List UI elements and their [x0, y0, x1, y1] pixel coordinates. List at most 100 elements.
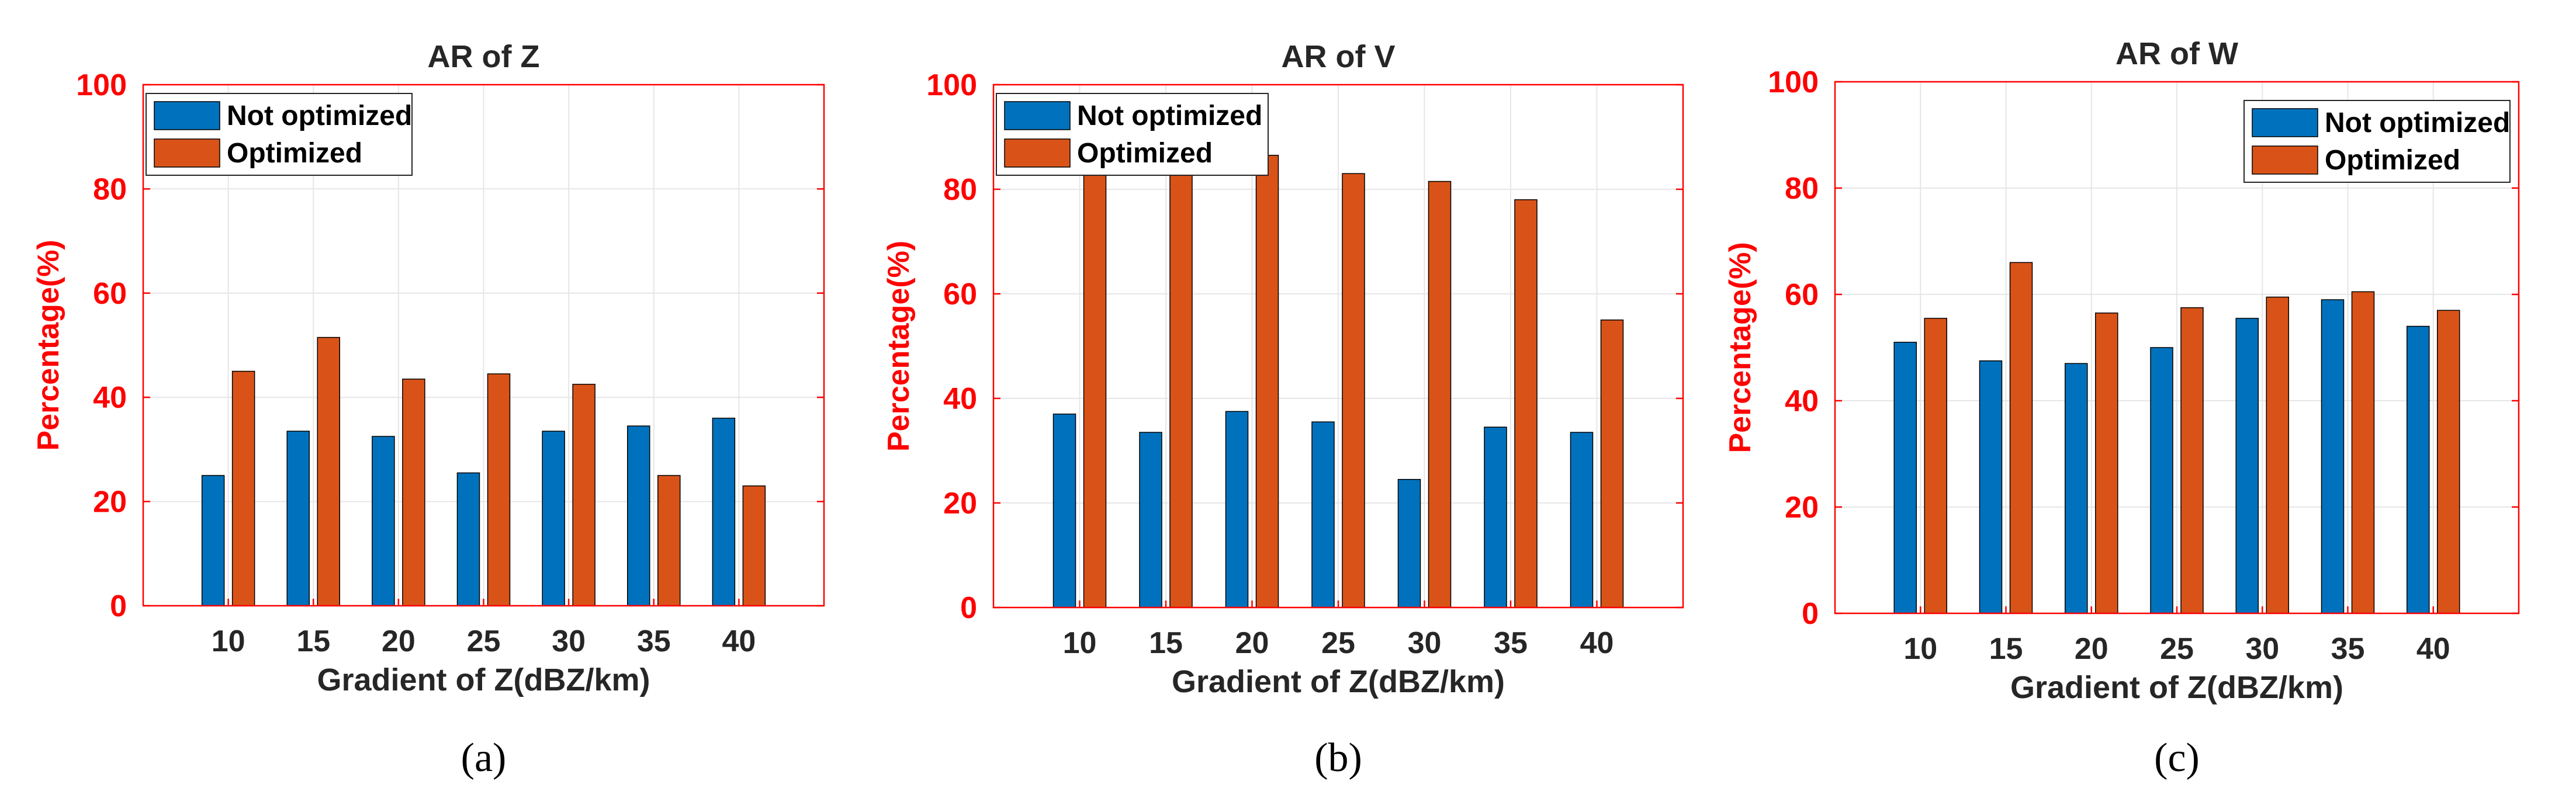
x-tick-label: 30 [1408, 626, 1442, 660]
x-tick-label: 40 [2416, 632, 2450, 666]
x-tick-label: 20 [382, 624, 416, 658]
legend-label: Not optimized [227, 100, 412, 131]
bar [402, 379, 425, 606]
bar [1570, 432, 1594, 608]
x-tick-label: 40 [722, 624, 756, 658]
bar [286, 431, 310, 606]
x-tick-label: 40 [1580, 626, 1614, 660]
bar [1893, 342, 1917, 614]
bar [2407, 325, 2430, 614]
y-tick-label: 100 [1768, 65, 1819, 99]
bar [2009, 262, 2033, 614]
x-tick-label: 25 [467, 624, 501, 658]
x-tick-label: 20 [1235, 626, 1269, 660]
bar [1052, 414, 1076, 608]
x-tick-label: 20 [2075, 632, 2108, 666]
bar [1255, 155, 1279, 608]
legend-swatch [2252, 145, 2318, 175]
legend-label: Optimized [2325, 145, 2460, 176]
bar [1169, 162, 1193, 608]
chart-title: AR of Z [428, 39, 540, 74]
bar [1600, 320, 1624, 608]
y-tick-label: 60 [1785, 278, 1819, 312]
x-tick-label: 30 [552, 624, 586, 658]
series-optimized [1083, 155, 1624, 608]
x-tick-label: 35 [1494, 626, 1528, 660]
chart-panel-0: 0 20 40 60 80 100 10 15 20 25 30 35 40 AR of Z Gradien… [32, 39, 825, 780]
bar [2065, 363, 2088, 614]
y-axis-label: Percentage(%) [882, 241, 916, 452]
bar [372, 436, 395, 606]
x-tick-label: 25 [2160, 632, 2194, 666]
x-tick-label: 15 [1989, 632, 2023, 666]
x-tick-label: 30 [2245, 632, 2279, 666]
bar [2437, 310, 2460, 614]
legend-label: Optimized [227, 138, 362, 169]
bar [231, 370, 255, 606]
y-tick-label: 40 [943, 382, 977, 416]
bar [2351, 291, 2375, 614]
bar [2095, 313, 2118, 614]
bar [1979, 360, 2003, 614]
legend-swatch [154, 138, 220, 168]
y-tick-label: 0 [110, 589, 127, 623]
bar [317, 336, 340, 606]
x-tick-label: 10 [1063, 626, 1097, 660]
x-tick-label: 25 [1321, 626, 1355, 660]
x-axis-label: Gradient of Z(dBZ/km) [317, 662, 650, 697]
series-not-optimized [1052, 411, 1594, 608]
x-tick-label: 15 [1149, 626, 1183, 660]
bar [456, 472, 480, 606]
bar [2235, 318, 2259, 614]
bar [1428, 180, 1452, 608]
y-tick-label: 100 [76, 68, 127, 102]
legend: Not optimized Optimized [996, 93, 1269, 176]
bar [2150, 347, 2173, 614]
bar [1342, 173, 1365, 608]
bar [1311, 421, 1335, 608]
y-tick-label: 0 [960, 591, 977, 625]
bar [201, 475, 225, 606]
bar [1083, 168, 1107, 608]
y-axis-label: Percentage(%) [32, 239, 65, 450]
bar [2266, 296, 2289, 614]
y-tick-label: 100 [926, 68, 977, 102]
legend-label: Optimized [1077, 138, 1213, 169]
legend: Not optimized Optimized [2243, 100, 2511, 183]
y-tick-label: 80 [943, 173, 977, 207]
y-tick-label: 60 [93, 277, 127, 311]
bar [1484, 426, 1507, 608]
legend-swatch [1004, 138, 1071, 168]
legend-swatch [1004, 101, 1071, 130]
bar [2321, 299, 2345, 614]
subfigure-caption: (a) [461, 735, 507, 780]
legend-swatch [154, 101, 220, 130]
bar [1924, 318, 1947, 614]
bar [742, 485, 766, 606]
y-tick-label: 40 [93, 381, 127, 415]
bar [542, 431, 565, 606]
series-not-optimized [201, 418, 736, 606]
x-axis-label: Gradient of Z(dBZ/km) [1172, 664, 1505, 699]
y-tick-label: 60 [943, 277, 977, 311]
y-tick-label: 40 [1785, 384, 1819, 418]
x-tick-label: 15 [296, 624, 330, 658]
bar [1225, 411, 1249, 608]
x-tick-label: 35 [637, 624, 671, 658]
legend-label: Not optimized [1077, 100, 1262, 131]
y-axis-label: Percentage(%) [1723, 242, 1757, 453]
bar [2180, 307, 2204, 614]
chart-panel-2: 0 20 40 60 80 100 10 15 20 25 30 35 40 AR of W Gradien… [1723, 36, 2520, 780]
bar [1397, 478, 1421, 608]
bar [487, 373, 511, 606]
x-tick-label: 35 [2331, 632, 2365, 666]
y-tick-label: 20 [1785, 491, 1819, 525]
bar [1514, 199, 1538, 608]
x-tick-label: 10 [1903, 632, 1937, 666]
chart-panel-1: 0 20 40 60 80 100 10 15 20 25 30 35 40 AR of V Gradien… [882, 39, 1684, 780]
chart-title: AR of V [1282, 39, 1396, 74]
series-optimized [231, 336, 766, 606]
x-axis-label: Gradient of Z(dBZ/km) [2010, 670, 2343, 705]
